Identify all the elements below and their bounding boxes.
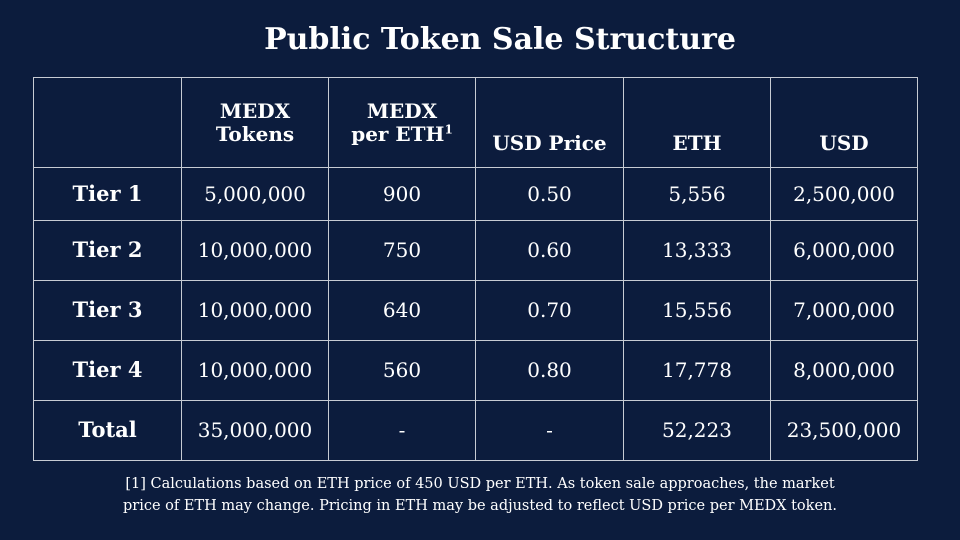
cell-eth: 5,556 xyxy=(623,167,771,221)
token-sale-table: MEDX Tokens MEDX per ETH1 USD Price ETH … xyxy=(33,77,918,461)
footnote-line1: [1] Calculations based on ETH price of 4… xyxy=(125,476,835,492)
cell-eth: 17,778 xyxy=(623,340,771,401)
cell-medx-per-eth: 750 xyxy=(328,220,476,281)
cell-medx-per-eth: 560 xyxy=(328,340,476,401)
cell-eth: 13,333 xyxy=(623,220,771,281)
cell-medx-tokens: 35,000,000 xyxy=(181,400,329,461)
cell-usd: 8,000,000 xyxy=(770,340,918,401)
slide-title: Public Token Sale Structure xyxy=(264,22,736,57)
row-label: Tier 3 xyxy=(33,280,182,341)
cell-medx-per-eth: - xyxy=(328,400,476,461)
cell-medx-tokens: 10,000,000 xyxy=(181,340,329,401)
row-label: Tier 1 xyxy=(33,167,182,221)
cell-usd-price: - xyxy=(475,400,624,461)
cell-usd: 6,000,000 xyxy=(770,220,918,281)
row-label: Total xyxy=(33,400,182,461)
header-blank-cell xyxy=(33,77,182,168)
cell-usd-price: 0.80 xyxy=(475,340,624,401)
table-row: Tier 3 10,000,000 640 0.70 15,556 7,000,… xyxy=(33,280,918,341)
cell-medx-per-eth: 640 xyxy=(328,280,476,341)
header-medx-tokens-line2: Tokens xyxy=(215,121,295,146)
cell-eth: 52,223 xyxy=(623,400,771,461)
table-row: Tier 2 10,000,000 750 0.60 13,333 6,000,… xyxy=(33,220,918,281)
footnote: [1] Calculations based on ETH price of 4… xyxy=(60,473,900,517)
header-eth: ETH xyxy=(623,77,771,168)
header-medx-per-eth-line1: MEDX xyxy=(366,98,438,123)
footnote-line2: price of ETH may change. Pricing in ETH … xyxy=(123,498,837,514)
table-row-total: Total 35,000,000 - - 52,223 23,500,000 xyxy=(33,400,918,461)
header-medx-per-eth-line2: per ETH xyxy=(351,121,445,146)
footnote-marker: 1 xyxy=(444,121,453,136)
table-row: Tier 1 5,000,000 900 0.50 5,556 2,500,00… xyxy=(33,167,918,221)
cell-usd-price: 0.60 xyxy=(475,220,624,281)
cell-usd-price: 0.50 xyxy=(475,167,624,221)
header-medx-tokens-line1: MEDX xyxy=(219,98,291,123)
cell-medx-tokens: 10,000,000 xyxy=(181,220,329,281)
table-row: Tier 4 10,000,000 560 0.80 17,778 8,000,… xyxy=(33,340,918,401)
cell-usd: 23,500,000 xyxy=(770,400,918,461)
header-usd-price: USD Price xyxy=(475,77,624,168)
header-medx-per-eth: MEDX per ETH1 xyxy=(328,77,476,168)
cell-medx-per-eth: 900 xyxy=(328,167,476,221)
cell-usd: 2,500,000 xyxy=(770,167,918,221)
header-usd: USD xyxy=(770,77,918,168)
row-label: Tier 4 xyxy=(33,340,182,401)
table-header-row: MEDX Tokens MEDX per ETH1 USD Price ETH … xyxy=(33,77,918,168)
header-medx-tokens: MEDX Tokens xyxy=(181,77,329,168)
cell-usd-price: 0.70 xyxy=(475,280,624,341)
cell-medx-tokens: 10,000,000 xyxy=(181,280,329,341)
row-label: Tier 2 xyxy=(33,220,182,281)
cell-usd: 7,000,000 xyxy=(770,280,918,341)
cell-medx-tokens: 5,000,000 xyxy=(181,167,329,221)
cell-eth: 15,556 xyxy=(623,280,771,341)
